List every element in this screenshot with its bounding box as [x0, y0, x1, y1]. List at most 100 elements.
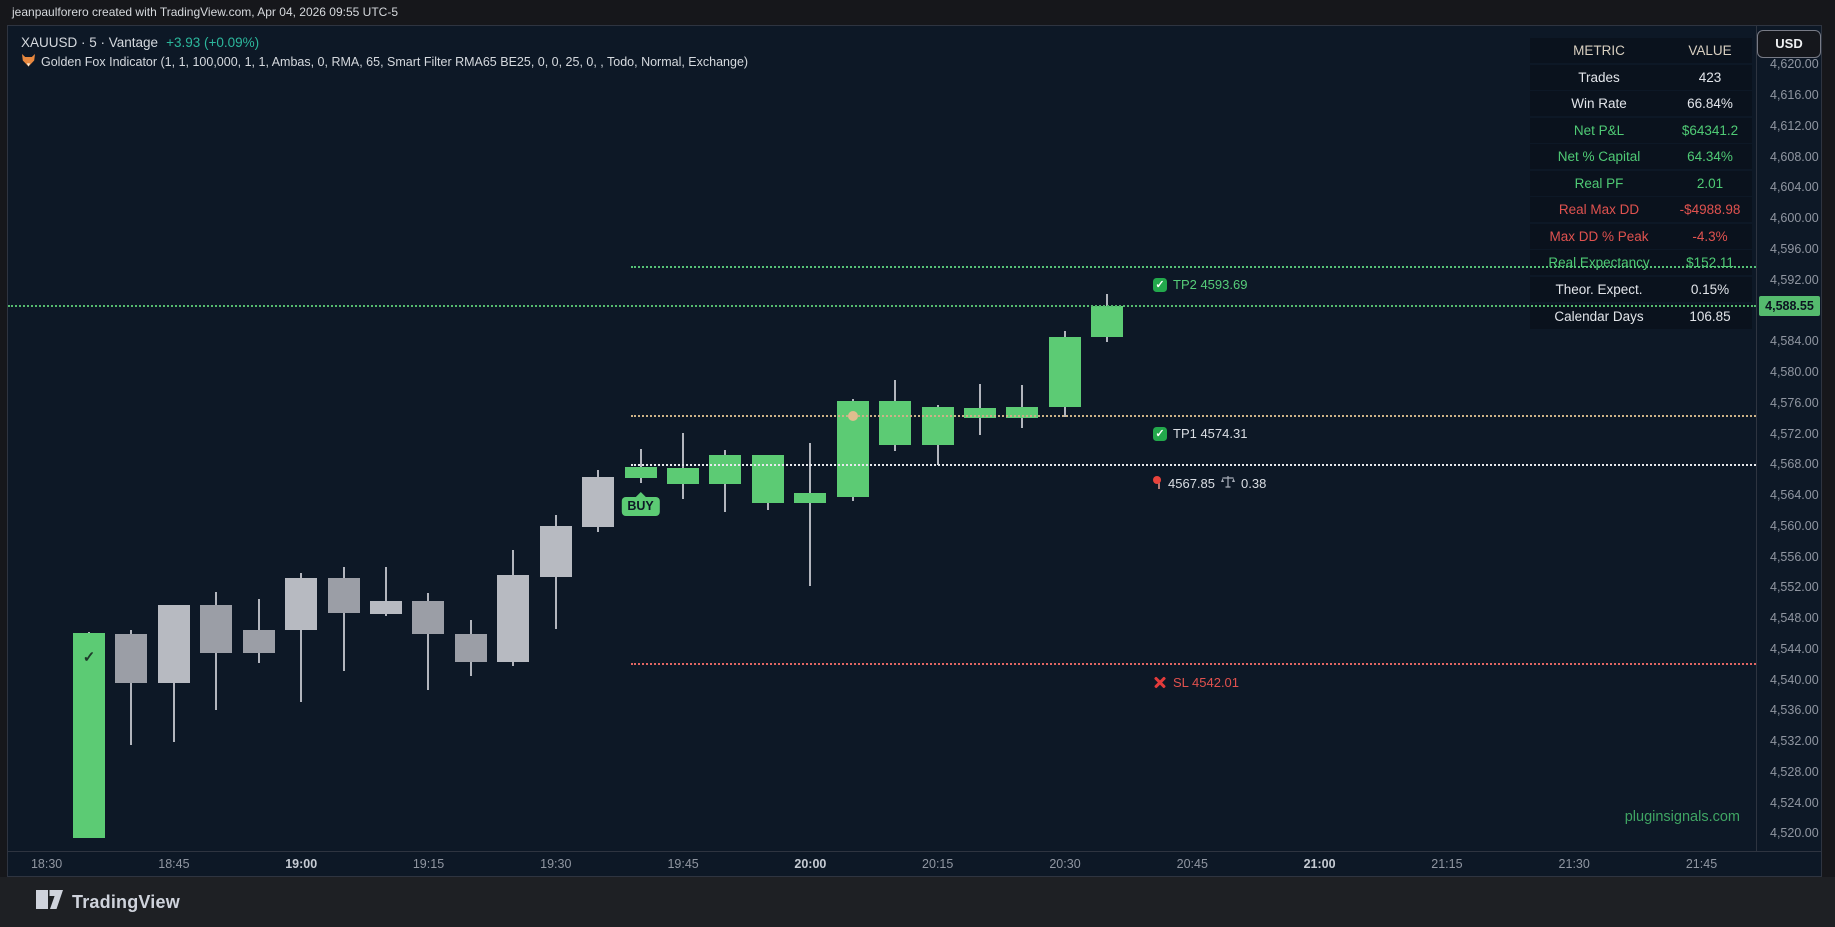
- metrics-table-row: Real Max DD -$4988.98: [1530, 197, 1752, 223]
- tradingview-link[interactable]: TradingView: [36, 890, 180, 914]
- tradingview-brand-text: TradingView: [72, 891, 180, 912]
- candle-wick: [300, 573, 303, 702]
- current-price-badge: 4,588.55: [1759, 296, 1820, 317]
- metric-value: 2.01: [1696, 175, 1724, 191]
- time-tick-label: 19:30: [540, 857, 572, 871]
- footer-bar: TradingView: [0, 877, 1835, 927]
- time-tick-label: 21:00: [1303, 857, 1336, 871]
- candle-body: [157, 604, 190, 683]
- candle-body: [667, 468, 700, 485]
- time-tick-label: 19:45: [667, 857, 699, 871]
- sl-text: SL 4542.01: [1173, 674, 1240, 690]
- candle-body: [1006, 406, 1039, 419]
- candle-body: [1091, 306, 1124, 338]
- price-change: +3.93 (+0.09%): [166, 35, 260, 50]
- metric-value: 106.85: [1689, 308, 1731, 324]
- candle-body: [709, 455, 742, 485]
- price-tick-label: 4,544.00: [1770, 641, 1819, 656]
- price-tick-label: 4,584.00: [1770, 334, 1819, 349]
- entry-text: 4567.85: [1168, 475, 1215, 491]
- price-tick-label: 4,592.00: [1770, 272, 1819, 287]
- entry-line: [631, 464, 1756, 467]
- entry-label: 4567.85 0.38: [1153, 474, 1266, 492]
- indicator-title: Golden Fox Indicator (1, 1, 100,000, 1, …: [41, 55, 749, 69]
- metrics-table-row: Trades 423: [1530, 64, 1752, 90]
- cross-red-icon: [1153, 675, 1167, 689]
- price-tick-label: 4,520.00: [1770, 826, 1819, 841]
- metrics-table-row: Net % Capital 64.34%: [1530, 144, 1752, 170]
- price-tick-label: 4,524.00: [1770, 795, 1819, 810]
- metrics-table-row: Real Expectancy $152.11: [1530, 250, 1752, 276]
- price-tick-label: 4,552.00: [1770, 580, 1819, 595]
- metric-label: Net P&L: [1573, 122, 1625, 138]
- time-axis[interactable]: 18:30 18:45 19:00 19:15 19:30 19:45 20:00 20:15…: [8, 851, 1821, 877]
- fox-icon: [21, 54, 36, 70]
- time-tick-label: 20:45: [1176, 857, 1208, 871]
- metrics-table-row: Win Rate 66.84%: [1530, 91, 1752, 117]
- time-tick-label: 21:30: [1558, 857, 1590, 871]
- metric-label: METRIC: [1573, 43, 1625, 58]
- time-tick-label: 18:45: [158, 857, 190, 871]
- metrics-table-row: Net P&L $64341.2: [1530, 117, 1752, 143]
- metrics-table-row: Real PF 2.01: [1530, 170, 1752, 196]
- tp1-hit-dot-icon: [847, 410, 858, 421]
- symbol-title: XAUUSD · 5 · Vantage: [21, 35, 159, 50]
- time-tick-label: 20:00: [794, 857, 827, 871]
- time-tick-label: 20:15: [922, 857, 954, 871]
- metric-value: $64341.2: [1681, 122, 1739, 138]
- price-tick-label: 4,568.00: [1770, 457, 1819, 472]
- candle-body: [794, 493, 827, 503]
- candle-body: [412, 601, 445, 635]
- metric-value: -$4988.98: [1679, 202, 1741, 218]
- metric-label: Real PF: [1574, 175, 1624, 191]
- candle-body: [879, 401, 912, 446]
- time-tick-label: 20:30: [1049, 857, 1081, 871]
- sl-label: SL 4542.01: [1153, 673, 1239, 691]
- candle-body: [497, 574, 530, 662]
- pin-icon: [1153, 476, 1162, 490]
- price-tick-label: 4,608.00: [1770, 149, 1819, 164]
- candle-body: [624, 466, 657, 479]
- metric-value: 423: [1698, 69, 1722, 85]
- price-axis[interactable]: 4,620.00 4,616.00 4,612.00 4,608.00 4,604.00…: [1756, 26, 1822, 851]
- metric-label: Win Rate: [1571, 96, 1627, 112]
- metric-value: 0.15%: [1690, 281, 1730, 297]
- check-green-icon: ✓: [1153, 277, 1167, 292]
- watermark: pluginsignals.com: [1624, 809, 1740, 825]
- candle-body: [921, 407, 954, 446]
- candle-body: [200, 604, 233, 653]
- price-tick-label: 4,596.00: [1770, 241, 1819, 256]
- entry-size-text: 0.38: [1241, 475, 1267, 491]
- chart-pane[interactable]: XAUUSD · 5 · Vantage +3.93 (+0.09%) Golde…: [8, 26, 1756, 851]
- trade-close-check-icon: ✓: [82, 649, 96, 667]
- price-tick-label: 4,576.00: [1770, 395, 1819, 410]
- tp2-line: [631, 265, 1756, 268]
- tp2-text: TP2 4593.69: [1173, 277, 1248, 293]
- chart-frame: XAUUSD · 5 · Vantage +3.93 (+0.09%) Golde…: [7, 25, 1822, 877]
- legend-symbol-row[interactable]: XAUUSD · 5 · Vantage +3.93 (+0.09%): [21, 35, 748, 50]
- legend-indicator-row[interactable]: Golden Fox Indicator (1, 1, 100,000, 1, …: [21, 54, 748, 70]
- price-tick-label: 4,548.00: [1770, 611, 1819, 626]
- metric-label: Max DD % Peak: [1549, 228, 1649, 244]
- metric-value: -4.3%: [1692, 228, 1728, 244]
- metric-value: 66.84%: [1687, 96, 1733, 112]
- candle-body: [964, 408, 997, 419]
- price-tick-label: 4,532.00: [1770, 734, 1819, 749]
- currency-button[interactable]: USD: [1757, 30, 1821, 58]
- candle-body: [751, 455, 784, 503]
- tp2-label: ✓ TP2 4593.69: [1153, 276, 1247, 294]
- candle-body: [370, 601, 402, 615]
- price-tick-label: 4,560.00: [1770, 518, 1819, 533]
- tradingview-logo-icon: [36, 890, 63, 914]
- time-tick-label: 21:45: [1685, 857, 1718, 871]
- candle-wick: [809, 443, 812, 587]
- price-tick-label: 4,600.00: [1770, 211, 1819, 226]
- scales-icon: [1221, 475, 1235, 491]
- price-tick-label: 4,564.00: [1770, 488, 1819, 502]
- candle-body: [285, 578, 318, 631]
- candle-body: [327, 578, 360, 614]
- current-price-line: [8, 305, 1756, 308]
- time-tick-label: 21:15: [1431, 857, 1463, 871]
- check-green-icon: ✓: [1153, 426, 1167, 441]
- price-tick-label: 4,540.00: [1770, 672, 1819, 687]
